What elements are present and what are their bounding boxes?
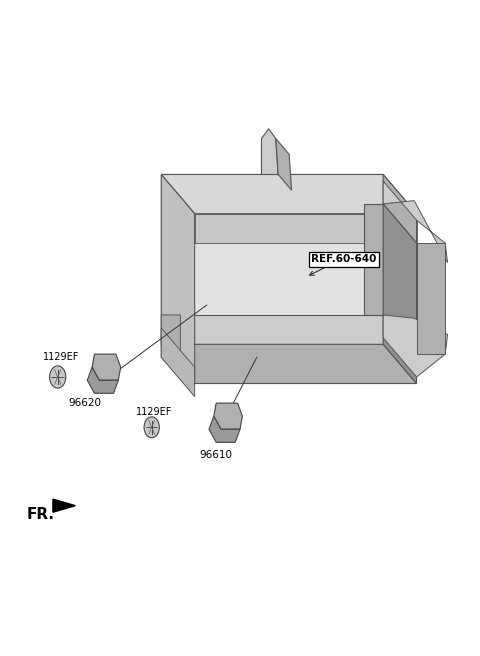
Polygon shape	[209, 416, 240, 442]
Polygon shape	[195, 214, 417, 243]
Polygon shape	[161, 174, 417, 214]
Polygon shape	[161, 344, 417, 384]
Polygon shape	[364, 204, 383, 315]
Text: FR.: FR.	[26, 506, 54, 522]
Polygon shape	[180, 204, 364, 315]
Polygon shape	[276, 138, 291, 190]
Text: 96620: 96620	[69, 398, 101, 408]
Polygon shape	[87, 367, 118, 394]
Polygon shape	[161, 328, 195, 397]
Circle shape	[144, 417, 159, 438]
Polygon shape	[53, 499, 75, 512]
Polygon shape	[161, 315, 180, 367]
Text: 96610: 96610	[200, 451, 233, 461]
Polygon shape	[383, 181, 447, 262]
Polygon shape	[383, 204, 417, 354]
Polygon shape	[161, 315, 383, 344]
Polygon shape	[161, 204, 180, 315]
Polygon shape	[383, 174, 417, 243]
Polygon shape	[92, 354, 120, 380]
Text: REF.60-640: REF.60-640	[312, 255, 377, 264]
Circle shape	[49, 366, 66, 388]
Polygon shape	[161, 174, 383, 204]
Polygon shape	[383, 315, 447, 377]
Polygon shape	[262, 129, 278, 174]
Text: 1129EF: 1129EF	[136, 407, 172, 417]
Polygon shape	[214, 403, 242, 429]
Polygon shape	[417, 243, 445, 354]
Polygon shape	[161, 174, 195, 384]
Text: 1129EF: 1129EF	[43, 352, 80, 362]
Polygon shape	[383, 315, 417, 384]
